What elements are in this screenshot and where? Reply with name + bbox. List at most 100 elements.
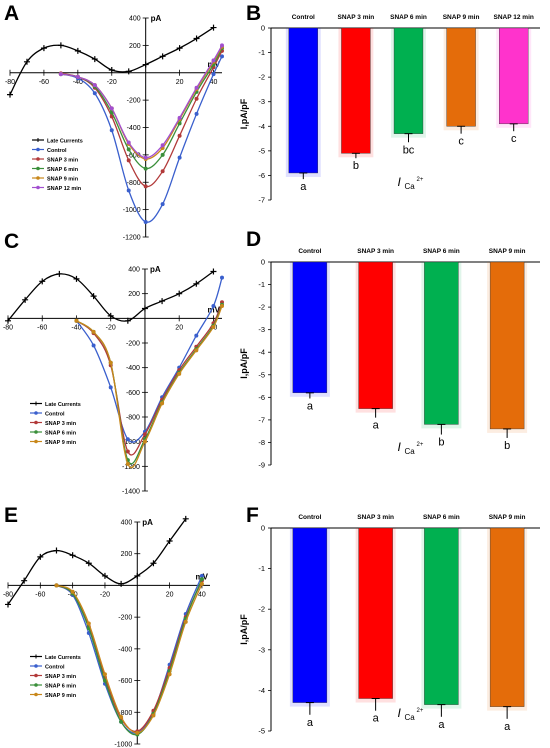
data-point-late — [193, 280, 200, 287]
x-tick-label: -20 — [107, 79, 117, 86]
data-point-snap9 — [220, 304, 224, 308]
bar-chart-f: 0 -1 -2 -3 -4 -5 I,pA/pF Control a SNAP 3 min a SNA… — [239, 514, 540, 736]
y-tick-label: -800 — [118, 710, 132, 717]
data-point-snap9 — [194, 348, 199, 353]
y-tick-label: -2 — [258, 605, 265, 614]
y-tick-label: -800 — [126, 415, 140, 422]
legend-label: SNAP 12 min — [47, 186, 82, 192]
x-axis-label-sup: 2+ — [417, 442, 424, 448]
data-point-snap3 — [177, 133, 182, 138]
iv-chart-c: -80-60-40-202040400200-200-400-600-800-1… — [3, 265, 224, 496]
legend-marker — [36, 147, 40, 152]
category-label: SNAP 6 min — [423, 514, 460, 521]
y-tick-label: -600 — [126, 390, 140, 397]
legend-label: SNAP 6 min — [45, 431, 77, 437]
data-point-control — [109, 128, 114, 133]
legend-label: Control — [45, 665, 65, 671]
series-line-control — [75, 277, 223, 443]
significance-letter: a — [373, 420, 380, 432]
significance-letter: a — [373, 713, 380, 725]
x-axis-label-sup: 2+ — [417, 708, 424, 714]
y-tick-label: -5 — [258, 370, 265, 379]
x-tick-label: -40 — [71, 324, 81, 331]
data-point-late — [57, 42, 64, 49]
x-axis-label-main: I — [398, 440, 402, 454]
data-point-snap9 — [102, 672, 107, 677]
data-point-snap6 — [126, 147, 131, 152]
x-axis-label-sub: Ca — [405, 182, 416, 191]
y-tick-label: -400 — [127, 125, 141, 132]
y-axis-label: I,pA/pF — [239, 348, 249, 379]
legend-marker — [34, 439, 38, 444]
x-tick-label: -80 — [3, 324, 13, 331]
panel-letter-e: E — [4, 504, 18, 527]
x-axis-label-sub: Ca — [405, 713, 416, 722]
y-tick-label: -1000 — [114, 742, 132, 748]
x-tick-label: 20 — [175, 324, 183, 331]
category-label: SNAP 12 min — [494, 14, 534, 21]
y-tick-label: -3 — [258, 325, 265, 334]
y-tick-label: -600 — [127, 152, 141, 159]
series-line-snap9 — [60, 46, 223, 160]
data-point-late — [125, 68, 132, 75]
x-tick-label: -40 — [73, 79, 83, 86]
data-point-snap12 — [126, 140, 131, 145]
data-point-late — [22, 296, 29, 303]
legend-label: SNAP 9 min — [47, 177, 79, 183]
y-tick-label: -4 — [258, 686, 265, 695]
series-line-control — [60, 56, 223, 223]
x-tick-label: -80 — [5, 79, 15, 86]
legend-label: Late Currents — [45, 402, 81, 408]
data-point-snap12 — [92, 83, 97, 88]
data-point-late — [90, 293, 97, 300]
y-tick-label: 0 — [261, 258, 265, 267]
data-point-snap3 — [143, 184, 148, 189]
iv-chart-e: -80-60-40-202040400200-200-400-600-800-1… — [3, 515, 210, 748]
data-point-snap6 — [160, 152, 165, 157]
data-point-snap9 — [74, 318, 79, 323]
data-point-snap9 — [160, 401, 165, 406]
data-point-snap9 — [125, 461, 130, 466]
y-tick-label: 200 — [128, 291, 140, 298]
data-point-late — [5, 317, 11, 324]
data-point-late — [159, 53, 166, 60]
y-tick-label: -1 — [258, 48, 265, 57]
data-point-control — [220, 54, 224, 59]
y-tick-label: -1400 — [122, 489, 140, 496]
bar-bar_control — [292, 261, 328, 394]
data-point-snap12 — [211, 58, 216, 63]
legend-label: SNAP 9 min — [45, 440, 77, 446]
y-tick-label: 400 — [128, 267, 140, 274]
data-point-late — [193, 35, 200, 42]
y-tick-label: -4 — [258, 122, 265, 131]
data-point-late — [85, 560, 92, 567]
data-point-late — [124, 317, 131, 324]
data-point-late — [37, 553, 44, 560]
data-point-late — [134, 572, 141, 579]
data-point-late — [108, 67, 115, 74]
panel-letter-f: F — [246, 504, 259, 527]
x-axis-label-sub: Ca — [405, 447, 416, 456]
x-tick-label: -60 — [37, 324, 47, 331]
y-tick-label: -200 — [118, 615, 132, 622]
bar-bar_snap6 — [424, 527, 459, 705]
x-tick-label: -20 — [106, 324, 116, 331]
data-point-control — [108, 385, 113, 390]
y-tick-label: -3 — [258, 97, 265, 106]
category-label: SNAP 3 min — [357, 248, 394, 255]
data-point-snap6 — [177, 121, 182, 126]
y-axis-unit: pA — [150, 265, 161, 274]
x-tick-label: 40 — [198, 591, 206, 598]
category-label: Control — [298, 248, 321, 255]
significance-letter: c — [458, 136, 464, 148]
data-point-snap9 — [108, 360, 113, 365]
legend-marker — [34, 401, 38, 406]
data-point-snap9 — [142, 439, 147, 444]
data-point-late — [182, 515, 189, 522]
data-point-snap3 — [142, 432, 147, 437]
data-point-late — [74, 47, 81, 54]
y-tick-label: 400 — [129, 16, 141, 23]
legend-label: SNAP 9 min — [45, 693, 77, 699]
legend-marker — [34, 683, 38, 687]
